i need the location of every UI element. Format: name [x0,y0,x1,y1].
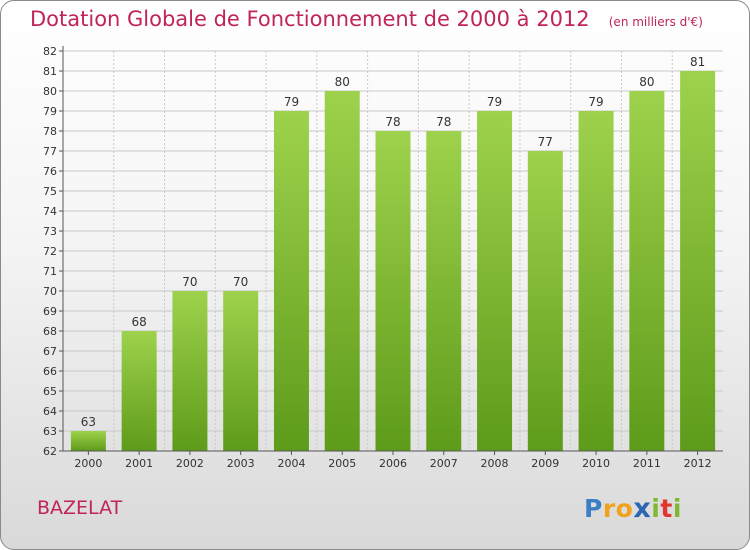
bar-value-label: 81 [690,55,705,69]
bar [121,331,157,451]
bars: 63 68 70 70 79 80 78 78 79 77 79 80 81 [70,55,716,451]
x-tick-label: 2005 [328,457,356,470]
bar-value-label: 79 [487,95,502,109]
y-tick-label: 72 [43,245,57,258]
x-tick-label: 2011 [633,457,661,470]
bar [70,431,106,451]
bar [629,91,665,451]
bar-value-label: 68 [132,315,147,329]
x-tick-label: 2002 [176,457,204,470]
y-tick-label: 75 [43,185,57,198]
chart-title-main: Dotation Globale de Fonctionnement de 20… [30,7,590,31]
y-tick-label: 68 [43,325,57,338]
bar-value-label: 79 [588,95,603,109]
bar-value-label: 77 [538,135,553,149]
y-tick-label: 67 [43,345,57,358]
logo-letter: P [584,494,603,523]
bar [172,291,208,451]
bar-value-label: 80 [639,75,654,89]
x-tick-label: 2012 [684,457,712,470]
bar-value-label: 70 [233,275,248,289]
y-tick-label: 64 [43,405,57,418]
chart-title-unit: (en milliers d'€) [608,15,703,29]
y-tick-label: 79 [43,105,57,118]
bar-value-label: 78 [385,115,400,129]
logo-letter: i [651,494,661,523]
chart-title: Dotation Globale de Fonctionnement de 20… [30,7,703,31]
x-tick-label: 2001 [125,457,153,470]
y-tick-label: 77 [43,145,57,158]
bar [223,291,259,451]
y-tick-label: 81 [43,65,57,78]
axes: 62 63 64 65 66 67 68 69 70 71 72 73 74 75 76 77 78 79 80 81… [43,45,723,470]
bar [324,91,360,451]
x-tick-label: 2004 [277,457,305,470]
y-tick-label: 70 [43,285,57,298]
x-tick-label: 2006 [379,457,407,470]
bar-value-label: 79 [284,95,299,109]
y-tick-label: 63 [43,425,57,438]
bar-value-label: 78 [436,115,451,129]
y-tick-label: 74 [43,205,57,218]
logo-letter: i [672,494,682,523]
logo-letter: x [633,493,652,524]
y-tick-label: 69 [43,305,57,318]
bar [680,71,716,451]
x-tick-label: 2000 [74,457,102,470]
y-tick-label: 76 [43,165,57,178]
bar [426,131,462,451]
bar-value-label: 80 [335,75,350,89]
bar [477,111,513,451]
x-tick-label: 2009 [531,457,559,470]
y-tick-label: 82 [43,45,57,58]
logo-letter: o [615,494,634,523]
bar [273,111,309,451]
y-tick-label: 73 [43,225,57,238]
y-tick-label: 80 [43,85,57,98]
bar-value-label: 63 [81,415,96,429]
logo-letter: t [660,494,673,523]
y-tick-label: 65 [43,385,57,398]
bar [527,151,563,451]
bar-value-label: 70 [182,275,197,289]
y-tick-label: 62 [43,445,57,458]
x-tick-label: 2010 [582,457,610,470]
proxiti-logo: Proxiti [584,493,682,524]
logo-letter: r [602,494,616,523]
x-tick-label: 2008 [481,457,509,470]
y-tick-label: 71 [43,265,57,278]
bar [578,111,614,451]
x-tick-label: 2003 [227,457,255,470]
y-tick-label: 66 [43,365,57,378]
commune-name: BAZELAT [37,497,123,519]
y-tick-label: 78 [43,125,57,138]
bar [375,131,411,451]
x-tick-label: 2007 [430,457,458,470]
